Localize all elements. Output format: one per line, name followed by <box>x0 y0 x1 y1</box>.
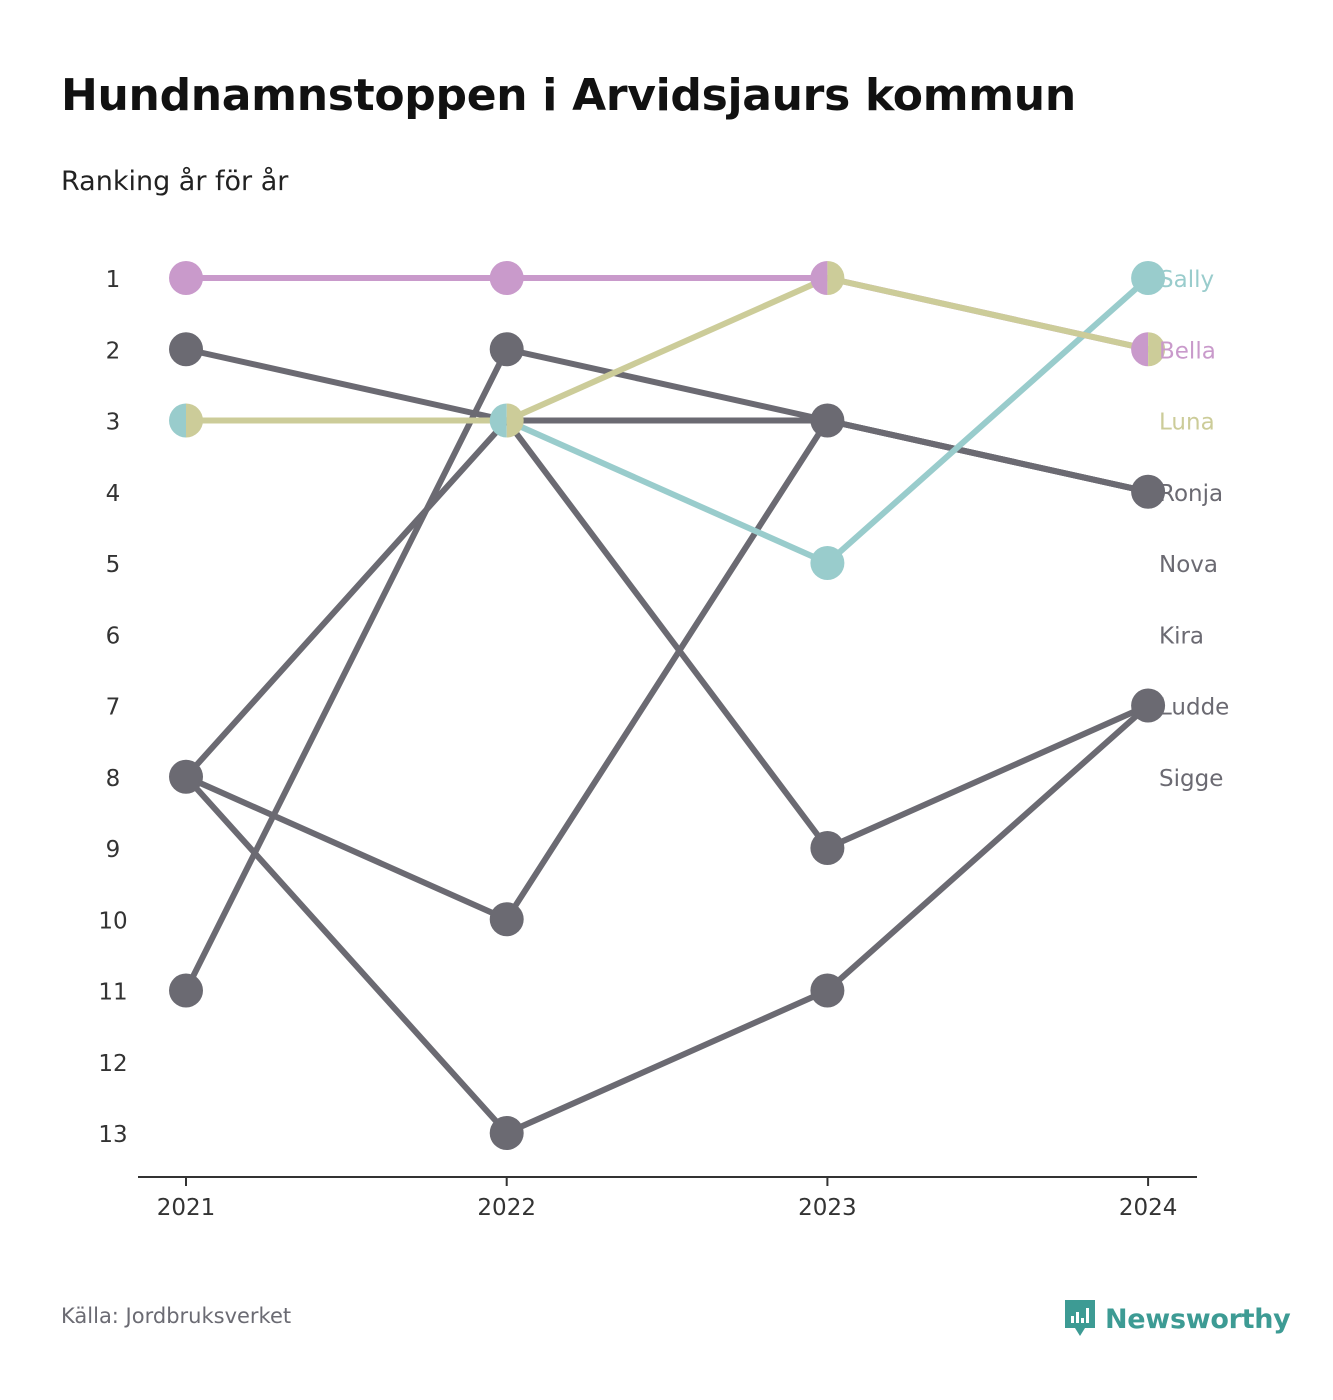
chart-title: Hundnamnstoppen i Arvidsjaurs kommun <box>61 70 1076 121</box>
point-sigge-2023 <box>810 973 845 1008</box>
series-label-luna: Luna <box>1159 410 1215 436</box>
series-lines <box>183 275 1152 1136</box>
point-kira-sigge-2024 <box>1131 688 1166 723</box>
chart-subtitle: Ranking år för år <box>61 166 289 197</box>
y-tick-label: 12 <box>98 1051 127 1077</box>
x-tick-label: 2022 <box>477 1195 536 1221</box>
point-half-right <box>1148 332 1166 367</box>
series-label-kira: Kira <box>1159 623 1204 649</box>
series-labels: Sally Bella Luna Ronja Nova Kira Ludde Sigge <box>1159 267 1229 792</box>
point-bella-2022 <box>489 261 524 295</box>
series-points <box>169 261 1166 1150</box>
point-bella-luna-2024 <box>1131 332 1166 367</box>
x-axis: 2021 2022 2023 2024 <box>138 1176 1197 1221</box>
series-label-ronja: Ronja <box>1159 481 1223 507</box>
point-ronja-nova-ludde-2023 <box>810 403 845 438</box>
point-half-right <box>186 403 203 438</box>
y-tick-label: 10 <box>98 908 127 934</box>
y-tick-label: 8 <box>106 766 121 792</box>
y-tick-label: 1 <box>106 267 121 293</box>
point-half-right <box>506 403 524 438</box>
series-line-kira <box>183 417 1152 851</box>
point-half-left <box>489 403 507 438</box>
y-tick-label: 4 <box>106 481 121 507</box>
y-tick-label: 13 <box>98 1122 127 1148</box>
y-tick-label: 3 <box>106 410 121 436</box>
point-sally-2024 <box>1131 261 1166 295</box>
point-kira-ludde-sigge-2021 <box>169 759 203 794</box>
series-label-sigge: Sigge <box>1159 766 1223 792</box>
series-label-sally: Sally <box>1159 267 1214 293</box>
y-tick-label: 6 <box>106 623 121 649</box>
point-sally-luna-2021 <box>169 403 203 438</box>
y-tick-label: 2 <box>106 338 121 364</box>
brand-logo: Newsworthy <box>1063 1298 1291 1340</box>
y-tick-label: 9 <box>106 837 121 863</box>
x-tick-label: 2021 <box>157 1195 216 1221</box>
point-half-left <box>169 403 186 438</box>
point-sally-luna-ronja-kira-2022 <box>489 403 524 438</box>
point-ronja-nova-ludde-2024 <box>1131 474 1166 509</box>
series-line-bella <box>183 275 1152 353</box>
source-note: Källa: Jordbruksverket <box>61 1304 292 1328</box>
point-sigge-2022 <box>489 1116 524 1150</box>
point-kira-2023 <box>810 831 845 865</box>
point-half-left <box>810 261 828 295</box>
point-ludde-2022 <box>489 902 524 937</box>
series-line-sigge <box>183 702 1152 1136</box>
point-bella-2021 <box>169 261 203 295</box>
y-tick-label: 7 <box>106 695 121 721</box>
point-ronja-2021 <box>169 332 203 367</box>
series-line-ludde <box>183 417 1152 923</box>
point-half-left <box>1131 332 1149 367</box>
series-label-nova: Nova <box>1159 552 1218 578</box>
newsworthy-logo-icon <box>1065 1300 1095 1336</box>
y-tick-label: 11 <box>98 980 127 1006</box>
point-sally-2023 <box>810 546 845 580</box>
series-label-ludde: Ludde <box>1159 695 1229 721</box>
point-bella-luna-2023 <box>810 261 845 295</box>
x-tick-label: 2024 <box>1119 1195 1178 1221</box>
series-label-bella: Bella <box>1159 338 1216 364</box>
point-nova-2021 <box>169 973 203 1008</box>
brand-name: Newsworthy <box>1105 1303 1291 1335</box>
point-nova-2022 <box>489 332 524 367</box>
y-tick-label: 5 <box>106 552 121 578</box>
series-line-luna <box>183 275 1152 424</box>
x-tick-label: 2023 <box>798 1195 857 1221</box>
point-half-right <box>827 261 845 295</box>
